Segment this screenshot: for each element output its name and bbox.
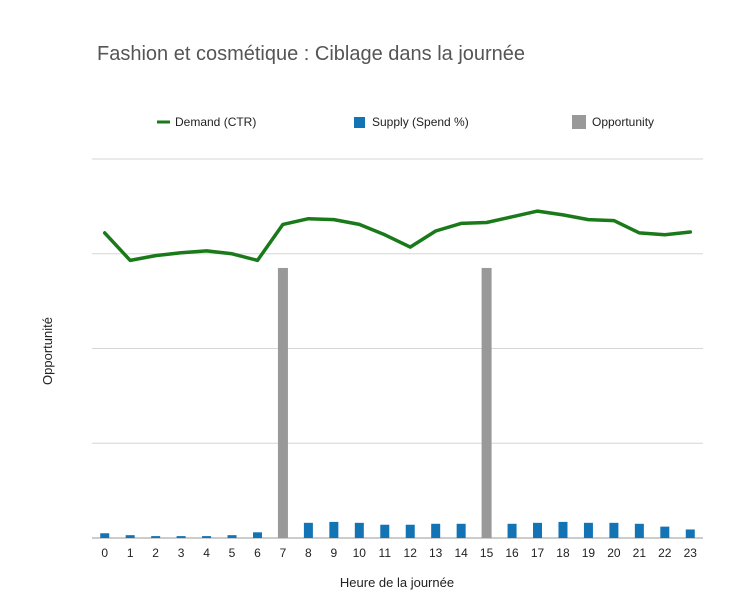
gridlines [92,158,703,539]
supply-bar [252,532,262,538]
x-tick-label: 20 [607,546,621,560]
supply-bar [609,522,619,538]
x-tick-label: 16 [505,546,519,560]
supply-bar [227,535,237,538]
x-tick-label: 10 [353,546,367,560]
x-tick-label: 5 [229,546,236,560]
supply-bar [456,523,466,538]
opportunity-bars [277,267,492,538]
supply-bars [100,521,695,538]
x-tick-label: 1 [127,546,134,560]
x-tick-label: 2 [152,546,159,560]
x-tick-label: 23 [684,546,698,560]
supply-bar [151,536,161,538]
x-tick-label: 4 [203,546,210,560]
legend-swatch-opportunity [572,115,586,129]
supply-bar [583,522,593,538]
x-tick-label: 22 [658,546,672,560]
x-axis-label: Heure de la journée [340,575,454,590]
x-tick-label: 0 [101,546,108,560]
opportunity-bar [481,267,492,538]
legend-swatch-supply [354,117,365,128]
chart-title: Fashion et cosmétique : Ciblage dans la … [97,43,525,65]
x-tick-label: 3 [178,546,185,560]
x-tick-label: 18 [556,546,570,560]
supply-bar [431,523,441,538]
supply-bar [634,523,644,538]
x-tick-label: 12 [404,546,418,560]
supply-bar [100,533,110,538]
supply-bar [303,522,313,538]
demand-line [102,209,693,263]
supply-bar [329,521,339,538]
legend-label-opportunity: Opportunity [592,115,654,129]
opportunity-bar [277,267,288,538]
legend-item-demand: Demand (CTR) [157,115,256,129]
legend-item-supply: Supply (Spend %) [354,115,469,129]
x-tick-label: 21 [633,546,647,560]
supply-bar [354,522,364,538]
supply-bar [558,521,568,538]
legend: Demand (CTR) Supply (Spend %) Opportunit… [157,115,654,129]
supply-bar [533,522,543,538]
x-tick-label: 9 [331,546,338,560]
supply-bar [176,536,186,538]
demand-line-group [102,209,693,263]
legend-label-supply: Supply (Spend %) [372,115,469,129]
x-tick-label: 11 [379,546,392,560]
x-tick-label: 13 [429,546,443,560]
supply-bar [660,526,670,538]
legend-item-opportunity: Opportunity [572,115,654,129]
x-tick-label: 19 [582,546,596,560]
x-tick-label: 6 [254,546,261,560]
y-axis-label: Opportunité [40,317,55,385]
x-tick-label: 17 [531,546,545,560]
x-axis-ticks: 0 1 2 3 4 5 6 7 8 9 10 11 12 13 14 15 16 17 18 19 20 21 22 23 [101,546,697,560]
supply-bar [380,524,390,538]
x-tick-label: 15 [480,546,494,560]
x-tick-label: 7 [280,546,287,560]
supply-bar [125,535,135,538]
supply-bar [507,523,517,538]
supply-bar [685,529,695,538]
legend-label-demand: Demand (CTR) [175,115,256,129]
x-tick-label: 14 [454,546,468,560]
x-tick-label: 8 [305,546,312,560]
supply-bar [202,536,212,538]
supply-bar [405,524,415,538]
